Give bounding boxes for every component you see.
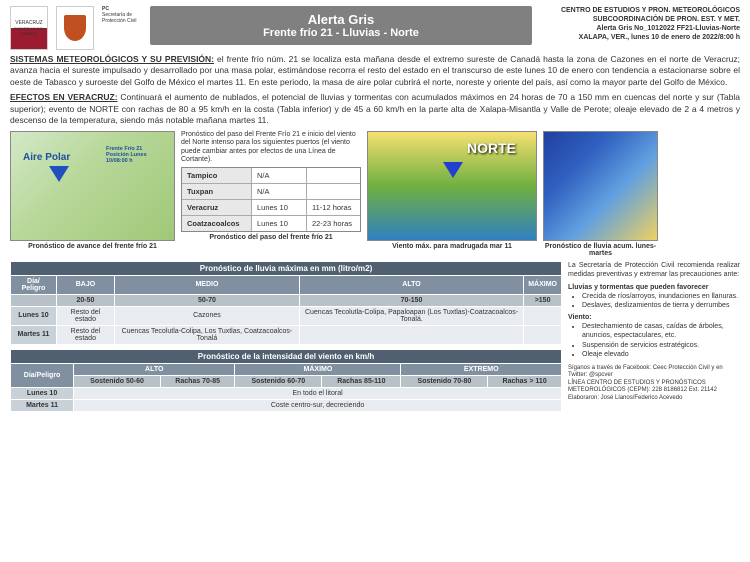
tables-column: Pronóstico de lluvia máxima en mm (litro… [10, 261, 562, 416]
arrow-icon [49, 166, 69, 182]
shield-icon [64, 15, 86, 41]
bulletin-page: VERACRUZ GOBIERNO DEL ESTADO PCSecretarí… [0, 0, 750, 562]
wind-table: Pronóstico de la intensidad del viento e… [10, 349, 562, 412]
port-table: TampicoN/A TuxpanN/A VeracruzLunes 1011-… [181, 167, 361, 232]
hazard-group-title: Lluvias y tormentas que pueden favorecer [568, 284, 708, 291]
rain-map-box: Pronóstico de lluvia acum. lunes-martes [543, 131, 658, 257]
forecast-caption: Pronóstico del paso del frente frío 21 [181, 234, 361, 241]
paragraph-systems: SISTEMAS METEOROLÓGICOS Y SU PREVISIÓN: … [10, 54, 740, 88]
logo-veracruz: VERACRUZ GOBIERNO DEL ESTADO [10, 6, 48, 50]
header: VERACRUZ GOBIERNO DEL ESTADO PCSecretarí… [10, 6, 740, 50]
wind-caption: Viento máx. para madrugada mar 11 [367, 243, 537, 250]
hazard-list: Crecida de ríos/arroyos, inundaciones en… [568, 292, 740, 310]
forecast-ports: Pronóstico del paso del Frente Frío 21 e… [181, 131, 361, 242]
title-box: Alerta Gris Frente frío 21 - Lluvias - N… [150, 6, 532, 45]
rain-caption: Pronóstico de lluvia acum. lunes-martes [543, 243, 658, 257]
header-meta: CENTRO DE ESTUDIOS Y PRON. METEOROLÓGICO… [540, 6, 740, 42]
logo-pc [56, 6, 94, 50]
rain-map [543, 131, 658, 241]
alert-title: Alerta Gris [156, 12, 526, 27]
wind-map: NORTE [367, 131, 537, 241]
rain-table: Pronóstico de lluvia máxima en mm (litro… [10, 261, 562, 345]
logo-pc-text: PCSecretaría de Protección Civil [102, 6, 142, 24]
map-caption: Pronóstico de avance del frente frío 21 [10, 243, 175, 250]
alert-subtitle: Frente frío 21 - Lluvias - Norte [156, 27, 526, 39]
paragraph-effects: EFECTOS EN VERACRUZ: Continuará el aumen… [10, 92, 740, 126]
logo-text: GOBIERNO DEL ESTADO [11, 26, 47, 36]
bottom-row: Pronóstico de lluvia máxima en mm (litro… [10, 261, 740, 416]
map-advance: Aire Polar Frente Frío 21 Posición Lunes… [10, 131, 175, 250]
map-image: Aire Polar Frente Frío 21 Posición Lunes… [10, 131, 175, 241]
wind-map-box: NORTE Viento máx. para madrugada mar 11 [367, 131, 537, 250]
recommendations: La Secretaría de Protección Civil recomi… [568, 261, 740, 416]
norte-label: NORTE [467, 140, 516, 156]
sidebar-intro: La Secretaría de Protección Civil recomi… [568, 261, 740, 279]
hazard-group-title: Viento: [568, 314, 592, 321]
hazard-list: Destechamiento de casas, caídas de árbol… [568, 322, 740, 358]
mid-row: Aire Polar Frente Frío 21 Posición Lunes… [10, 131, 740, 257]
forecast-intro: Pronóstico del paso del Frente Frío 21 e… [181, 131, 361, 165]
arrow-icon [443, 162, 463, 178]
sidebar-footer: Síganos a través de Facebook: Ceec Prote… [568, 365, 740, 403]
